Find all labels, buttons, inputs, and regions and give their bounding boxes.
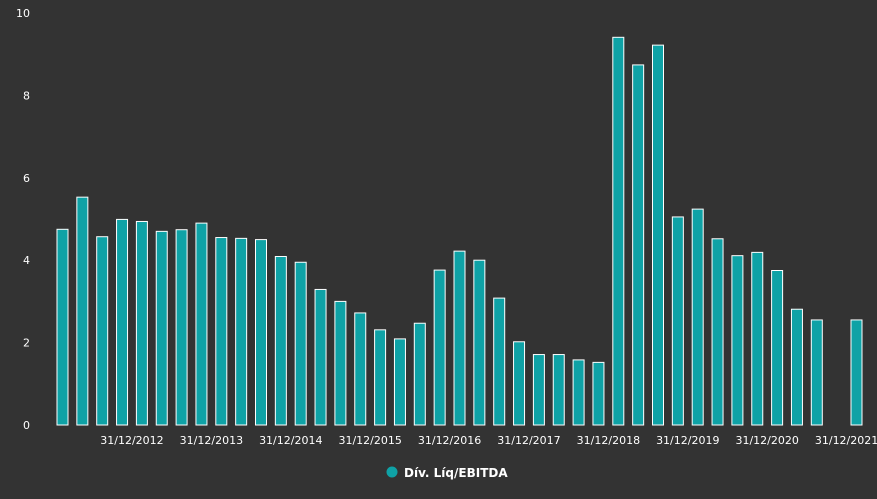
bar[interactable] bbox=[433, 269, 446, 426]
x-tick-label: 31/12/2018 bbox=[577, 434, 640, 447]
bar[interactable] bbox=[393, 338, 406, 426]
x-tick-label: 31/12/2016 bbox=[418, 434, 481, 447]
bar[interactable] bbox=[235, 237, 248, 426]
x-tick-label: 31/12/2017 bbox=[497, 434, 560, 447]
x-tick-label: 31/12/2019 bbox=[656, 434, 719, 447]
bar[interactable] bbox=[652, 44, 664, 426]
bar[interactable] bbox=[711, 238, 724, 426]
x-tick-label: 31/12/2020 bbox=[735, 434, 798, 447]
bar[interactable] bbox=[453, 250, 466, 426]
x-tick-label: 31/12/2012 bbox=[100, 434, 163, 447]
bar[interactable] bbox=[731, 255, 744, 426]
bar[interactable] bbox=[532, 354, 545, 426]
bar[interactable] bbox=[135, 220, 148, 426]
bar[interactable] bbox=[790, 308, 803, 426]
x-tick-label: 31/12/2015 bbox=[338, 434, 401, 447]
x-axis: 31/12/2012 31/12/2013 31/12/2014 31/12/2015… bbox=[100, 434, 877, 447]
y-tick-label: 0 bbox=[23, 419, 30, 432]
bar[interactable] bbox=[691, 208, 704, 426]
bar[interactable] bbox=[76, 196, 89, 426]
bar[interactable] bbox=[513, 341, 526, 426]
y-tick-label: 2 bbox=[23, 337, 30, 350]
bar[interactable] bbox=[374, 329, 387, 426]
bar[interactable] bbox=[413, 322, 426, 426]
bar[interactable] bbox=[155, 230, 168, 426]
legend-marker-icon bbox=[386, 466, 398, 478]
y-tick-label: 6 bbox=[23, 172, 30, 185]
bar[interactable] bbox=[314, 288, 327, 426]
bar[interactable] bbox=[572, 359, 585, 426]
bar[interactable] bbox=[96, 236, 109, 426]
bar[interactable] bbox=[612, 36, 625, 426]
bar[interactable] bbox=[751, 251, 764, 426]
bars bbox=[56, 36, 863, 426]
bar[interactable] bbox=[175, 229, 188, 426]
bar[interactable] bbox=[671, 216, 684, 426]
bar[interactable] bbox=[771, 270, 784, 426]
bar[interactable] bbox=[294, 261, 307, 426]
x-tick-label: 31/12/2013 bbox=[180, 434, 243, 447]
x-tick-label: 31/12/2014 bbox=[259, 434, 322, 447]
bar[interactable] bbox=[592, 361, 605, 426]
bar[interactable] bbox=[334, 300, 347, 426]
y-tick-label: 10 bbox=[16, 7, 30, 20]
bar[interactable] bbox=[810, 319, 823, 426]
bar[interactable] bbox=[632, 64, 645, 426]
y-tick-label: 8 bbox=[23, 89, 30, 102]
x-tick-label: 31/12/2021 bbox=[815, 434, 877, 447]
legend[interactable]: Dív. Líq/EBITDA bbox=[386, 466, 509, 480]
bar[interactable] bbox=[255, 239, 267, 426]
bar[interactable] bbox=[493, 297, 506, 426]
y-tick-label: 4 bbox=[23, 254, 30, 267]
bar[interactable] bbox=[354, 312, 367, 426]
bar[interactable] bbox=[274, 255, 287, 426]
legend-label: Dív. Líq/EBITDA bbox=[404, 466, 508, 480]
bar[interactable] bbox=[116, 218, 129, 426]
bar[interactable] bbox=[56, 228, 69, 426]
bar[interactable] bbox=[552, 354, 565, 426]
bar[interactable] bbox=[850, 319, 863, 426]
bar[interactable] bbox=[215, 237, 228, 426]
bar[interactable] bbox=[195, 222, 208, 426]
y-axis: 0 2 4 6 8 10 bbox=[16, 7, 30, 432]
bar[interactable] bbox=[473, 259, 486, 426]
